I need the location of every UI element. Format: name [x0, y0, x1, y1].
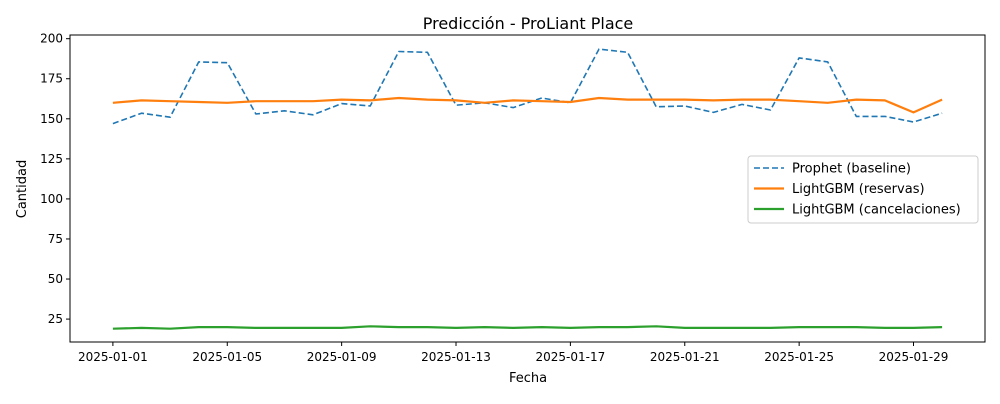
y-tick-label: 200 [40, 32, 63, 46]
x-tick-label: 2025-01-17 [536, 350, 606, 364]
x-tick-label: 2025-01-29 [879, 350, 949, 364]
y-tick-label: 75 [48, 232, 63, 246]
x-tick-label: 2025-01-13 [421, 350, 491, 364]
y-tick-label: 100 [40, 192, 63, 206]
legend-box [747, 155, 979, 224]
chart-title: Predicción - ProLiant Place [423, 14, 634, 33]
x-tick-label: 2025-01-01 [78, 350, 148, 364]
x-tick-label: 2025-01-05 [192, 350, 262, 364]
x-axis-label: Fecha [509, 371, 547, 386]
y-axis-label: Cantidad [15, 160, 30, 218]
y-tick-label: 125 [40, 152, 63, 166]
series-line-2 [112, 96, 943, 114]
y-tick-label: 50 [48, 272, 63, 286]
x-tick-label: 2025-01-09 [307, 350, 377, 364]
legend-label: LightGBM (cancelaciones) [792, 203, 961, 218]
series-line-1 [112, 48, 943, 125]
y-tick-label: 25 [48, 312, 63, 326]
y-tick-label: 175 [40, 72, 63, 86]
series-line-3 [112, 325, 943, 330]
y-tick-label: 150 [40, 112, 63, 126]
legend-label: LightGBM (reservas) [792, 182, 925, 197]
plot-frame [69, 34, 986, 343]
x-tick-label: 2025-01-21 [650, 350, 720, 364]
legend-label: Prophet (baseline) [792, 162, 911, 177]
x-tick-label: 2025-01-25 [764, 350, 834, 364]
